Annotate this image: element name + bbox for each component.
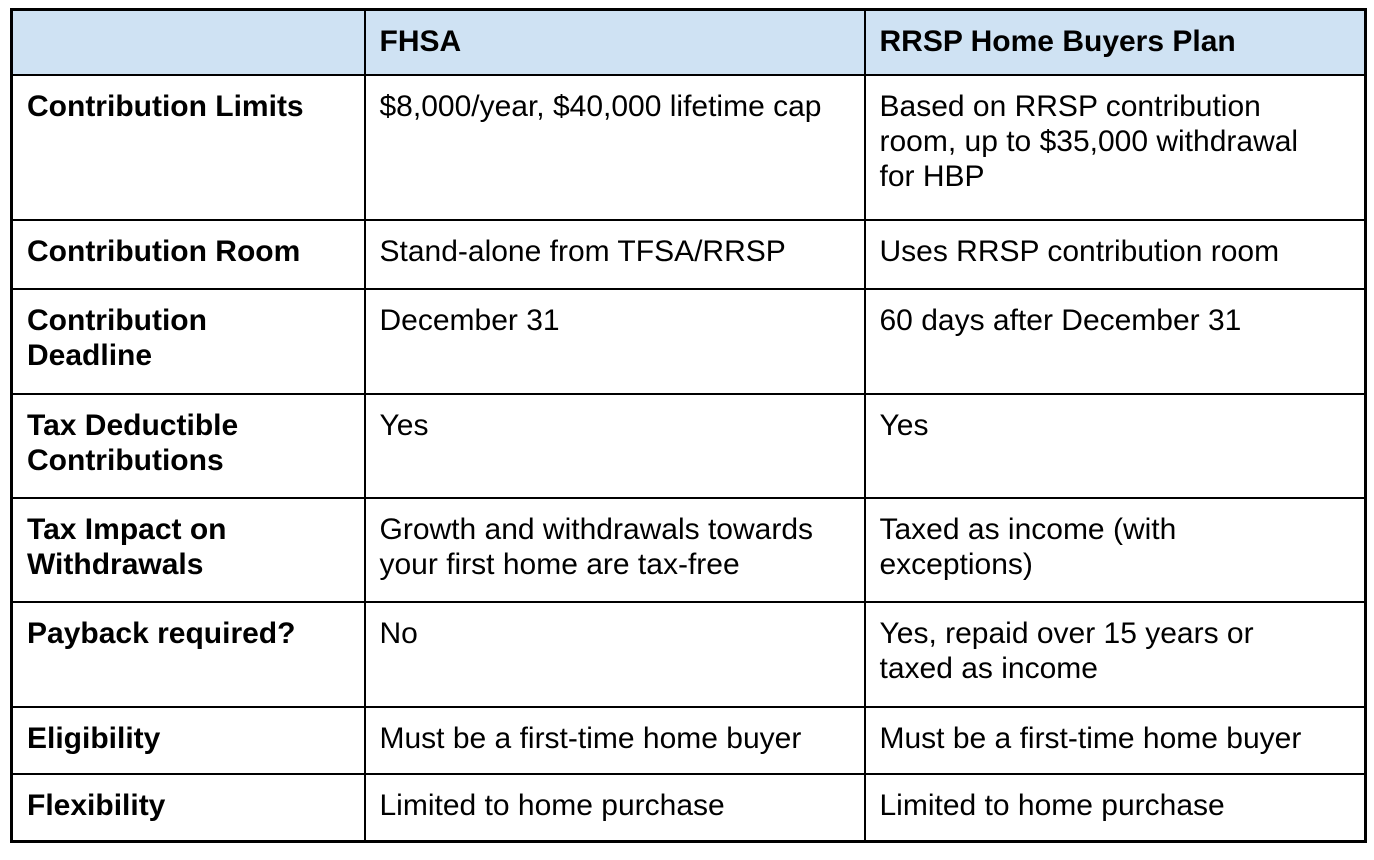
comparison-table: FHSA RRSP Home Buyers Plan Contribution … bbox=[10, 8, 1367, 843]
table-row: Contribution Room Stand-alone from TFSA/… bbox=[10, 218, 1367, 290]
row-label-cell: Contribution Deadline bbox=[10, 287, 366, 395]
rrsp-value-cell: Taxed as income (with exceptions) bbox=[863, 496, 1367, 603]
row-label-cell: Tax Impact on Withdrawals bbox=[10, 496, 366, 603]
rrsp-value-cell: Based on RRSP contribution room, up to $… bbox=[863, 73, 1367, 221]
fhsa-value-cell: Stand-alone from TFSA/RRSP bbox=[363, 218, 866, 290]
fhsa-value-cell: $8,000/year, $40,000 lifetime cap bbox=[363, 73, 866, 221]
row-label-cell: Eligibility bbox=[10, 705, 366, 775]
rrsp-value-cell: Must be a first-time home buyer bbox=[863, 705, 1367, 775]
row-label-cell: Contribution Limits bbox=[10, 73, 366, 221]
row-label-cell: Flexibility bbox=[10, 772, 366, 843]
rrsp-value-cell: 60 days after December 31 bbox=[863, 287, 1367, 395]
table-row: Flexibility Limited to home purchase Lim… bbox=[10, 772, 1367, 843]
rrsp-value-cell: Limited to home purchase bbox=[863, 772, 1367, 843]
fhsa-value-cell: Growth and withdrawals towards your firs… bbox=[363, 496, 866, 603]
table-row: Tax Deductible Contributions Yes Yes bbox=[10, 392, 1367, 499]
header-rrsp-cell: RRSP Home Buyers Plan bbox=[863, 8, 1367, 76]
row-label-cell: Contribution Room bbox=[10, 218, 366, 290]
table-row: Payback required? No Yes, repaid over 15… bbox=[10, 600, 1367, 708]
header-corner-cell bbox=[10, 8, 366, 76]
fhsa-value-cell: Limited to home purchase bbox=[363, 772, 866, 843]
row-label-cell: Tax Deductible Contributions bbox=[10, 392, 366, 499]
table-row: Eligibility Must be a first-time home bu… bbox=[10, 705, 1367, 775]
table-row: Contribution Deadline December 31 60 day… bbox=[10, 287, 1367, 395]
table-body: Contribution Limits $8,000/year, $40,000… bbox=[10, 73, 1367, 843]
fhsa-value-cell: Yes bbox=[363, 392, 866, 499]
table-row: Contribution Limits $8,000/year, $40,000… bbox=[10, 73, 1367, 221]
rrsp-value-cell: Uses RRSP contribution room bbox=[863, 218, 1367, 290]
fhsa-value-cell: December 31 bbox=[363, 287, 866, 395]
rrsp-value-cell: Yes, repaid over 15 years or taxed as in… bbox=[863, 600, 1367, 708]
fhsa-value-cell: No bbox=[363, 600, 866, 708]
table-row: Tax Impact on Withdrawals Growth and wit… bbox=[10, 496, 1367, 603]
rrsp-value-cell: Yes bbox=[863, 392, 1367, 499]
header-fhsa-cell: FHSA bbox=[363, 8, 866, 76]
fhsa-value-cell: Must be a first-time home buyer bbox=[363, 705, 866, 775]
row-label-cell: Payback required? bbox=[10, 600, 366, 708]
header-row: FHSA RRSP Home Buyers Plan bbox=[10, 8, 1367, 76]
